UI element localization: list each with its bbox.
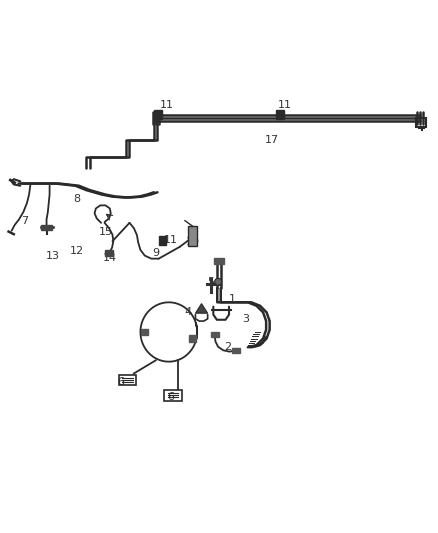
Bar [119, 375, 136, 385]
Text: 4: 4 [185, 308, 192, 317]
Text: 9: 9 [152, 248, 159, 259]
Text: 14: 14 [103, 253, 117, 263]
Text: 10: 10 [186, 238, 200, 247]
Bar [159, 236, 166, 245]
Bar [232, 348, 240, 353]
Text: 1: 1 [229, 294, 236, 304]
Bar [214, 258, 224, 264]
Bar [41, 224, 52, 230]
Bar [189, 335, 196, 342]
Text: 2: 2 [224, 342, 231, 352]
Bar [276, 110, 284, 119]
Text: 6: 6 [117, 377, 124, 387]
Text: 8: 8 [74, 194, 81, 204]
Text: 15: 15 [99, 227, 113, 237]
Polygon shape [195, 304, 208, 313]
Text: 7: 7 [21, 216, 28, 225]
Bar [211, 332, 219, 337]
Bar [105, 251, 113, 256]
Text: 17: 17 [264, 135, 279, 145]
Text: 11: 11 [159, 100, 173, 110]
Bar [417, 118, 426, 127]
Text: 6: 6 [167, 392, 174, 402]
Bar [164, 390, 182, 400]
Bar [188, 227, 197, 246]
Circle shape [215, 278, 222, 285]
Bar [141, 329, 148, 335]
Text: 5: 5 [207, 277, 214, 287]
Text: 3: 3 [242, 314, 249, 324]
Bar [154, 110, 162, 119]
Text: 11: 11 [278, 100, 292, 110]
Text: 12: 12 [70, 246, 84, 256]
Text: 13: 13 [46, 251, 60, 261]
Text: 11: 11 [164, 235, 178, 245]
